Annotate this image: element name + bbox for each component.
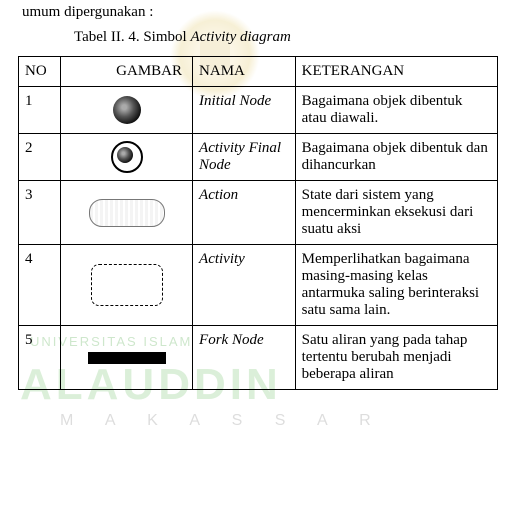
cell-nama: Activity bbox=[193, 245, 296, 326]
cell-symbol bbox=[61, 134, 193, 181]
cell-keterangan: Bagaimana objek dibentuk dan dihancurkan bbox=[295, 134, 497, 181]
fork-node-icon bbox=[88, 352, 166, 364]
cell-keterangan: Bagaimana objek dibentuk atau diawali. bbox=[295, 87, 497, 134]
cell-nama: Activity Final Node bbox=[193, 134, 296, 181]
header-nama: NAMA bbox=[193, 57, 296, 87]
initial-node-icon bbox=[113, 96, 141, 124]
table-row: 5 Fork Node Satu aliran yang pada tahap … bbox=[19, 326, 498, 390]
symbol-table: NO GAMBAR NAMA KETERANGAN 1 Initial Node… bbox=[18, 56, 498, 390]
table-row: 4 Activity Memperlihatkan bagaimana masi… bbox=[19, 245, 498, 326]
table-header-row: NO GAMBAR NAMA KETERANGAN bbox=[19, 57, 498, 87]
cell-nama: Fork Node bbox=[193, 326, 296, 390]
cell-symbol bbox=[61, 326, 193, 390]
cell-no: 4 bbox=[19, 245, 61, 326]
table-row: 3 Action State dari sistem yang mencermi… bbox=[19, 181, 498, 245]
cell-symbol bbox=[61, 181, 193, 245]
table-row: 1 Initial Node Bagaimana objek dibentuk … bbox=[19, 87, 498, 134]
cell-no: 2 bbox=[19, 134, 61, 181]
action-icon bbox=[89, 199, 165, 227]
cell-no: 1 bbox=[19, 87, 61, 134]
cell-no: 5 bbox=[19, 326, 61, 390]
caption-prefix: Tabel II. 4. Simbol bbox=[74, 29, 190, 45]
header-keterangan: KETERANGAN bbox=[295, 57, 497, 87]
cell-keterangan: Satu aliran yang pada tahap tertentu ber… bbox=[295, 326, 497, 390]
caption-italic: Activity diagram bbox=[190, 29, 290, 45]
cell-nama: Action bbox=[193, 181, 296, 245]
cell-keterangan: State dari sistem yang mencerminkan ekse… bbox=[295, 181, 497, 245]
header-no: NO bbox=[19, 57, 61, 87]
activity-final-node-icon bbox=[111, 141, 143, 173]
table-row: 2 Activity Final Node Bagaimana objek di… bbox=[19, 134, 498, 181]
cell-symbol bbox=[61, 245, 193, 326]
cell-no: 3 bbox=[19, 181, 61, 245]
cell-keterangan: Memperlihatkan bagaimana masing-masing k… bbox=[295, 245, 497, 326]
header-gambar: GAMBAR bbox=[61, 57, 193, 87]
intro-text: umum dipergunakan : bbox=[0, 0, 516, 21]
cell-symbol bbox=[61, 87, 193, 134]
table-caption: Tabel II. 4. Simbol Activity diagram bbox=[0, 21, 516, 56]
activity-icon bbox=[91, 264, 163, 306]
watermark-city: M A K A S S A R bbox=[60, 412, 385, 430]
cell-nama: Initial Node bbox=[193, 87, 296, 134]
